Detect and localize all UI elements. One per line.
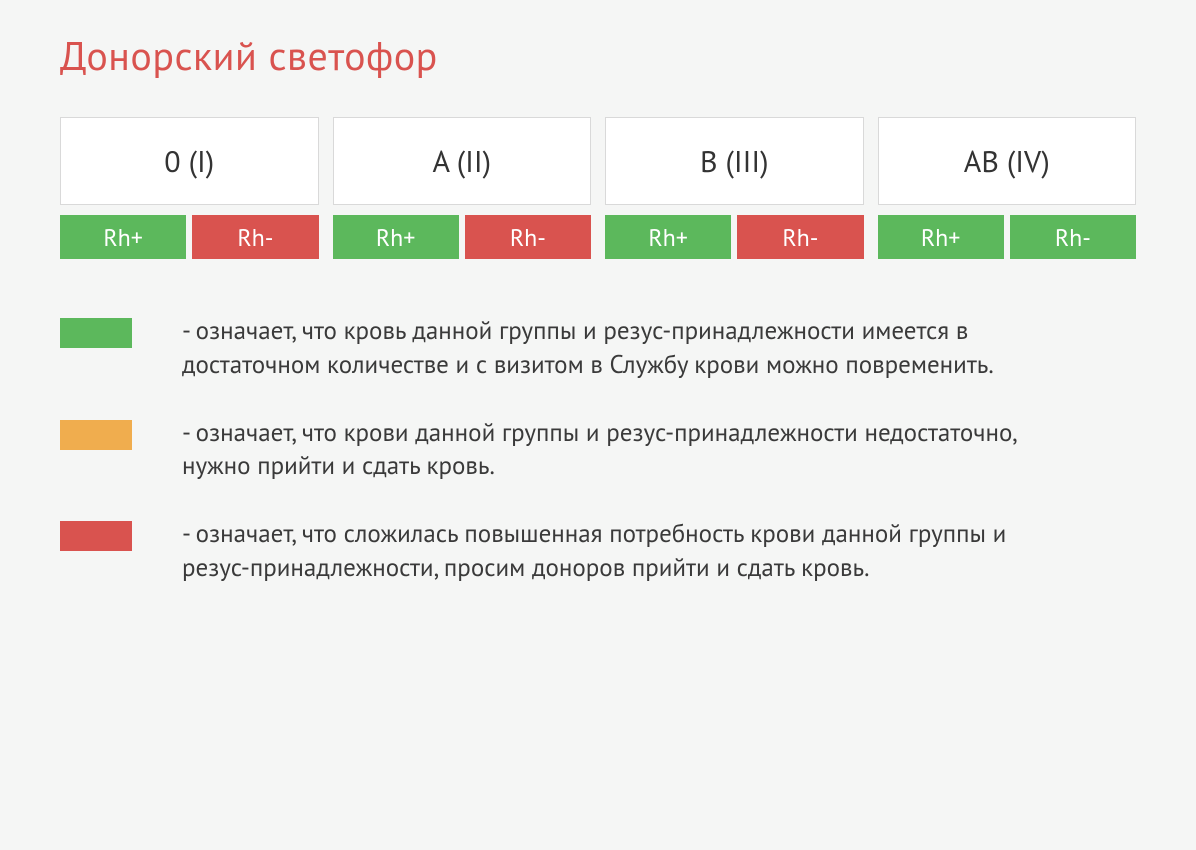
legend-swatch-yellow	[60, 420, 132, 450]
legend-swatch-green	[60, 318, 132, 348]
rh-plus-2: Rh+	[605, 215, 731, 259]
rh-minus-0: Rh-	[192, 215, 318, 259]
group-card-2: B (III)	[605, 117, 864, 205]
rh-minus-1: Rh-	[465, 215, 591, 259]
rh-pair-1: Rh+ Rh-	[333, 215, 592, 259]
legend-row-red: - означает, что сложилась повышенная пот…	[60, 517, 1136, 585]
group-card-0: 0 (I)	[60, 117, 319, 205]
legend: - означает, что кровь данной группы и ре…	[60, 314, 1136, 585]
rh-plus-1: Rh+	[333, 215, 459, 259]
legend-swatch-red	[60, 521, 132, 551]
legend-text-red: - означает, что сложилась повышенная пот…	[182, 517, 1062, 585]
group-card-1: A (II)	[333, 117, 592, 205]
legend-row-green: - означает, что кровь данной группы и ре…	[60, 314, 1136, 382]
page-title: Донорский светофор	[60, 30, 1136, 82]
rh-minus-3: Rh-	[1010, 215, 1136, 259]
rh-status-row: Rh+ Rh- Rh+ Rh- Rh+ Rh- Rh+ Rh-	[60, 215, 1136, 259]
rh-plus-3: Rh+	[878, 215, 1004, 259]
rh-pair-0: Rh+ Rh-	[60, 215, 319, 259]
rh-plus-0: Rh+	[60, 215, 186, 259]
legend-text-green: - означает, что кровь данной группы и ре…	[182, 314, 1062, 382]
rh-pair-2: Rh+ Rh-	[605, 215, 864, 259]
rh-minus-2: Rh-	[737, 215, 863, 259]
legend-row-yellow: - означает, что крови данной группы и ре…	[60, 416, 1136, 484]
legend-text-yellow: - означает, что крови данной группы и ре…	[182, 416, 1062, 484]
blood-groups-row: 0 (I) A (II) B (III) AB (IV)	[60, 117, 1136, 205]
group-card-3: AB (IV)	[878, 117, 1137, 205]
rh-pair-3: Rh+ Rh-	[878, 215, 1137, 259]
